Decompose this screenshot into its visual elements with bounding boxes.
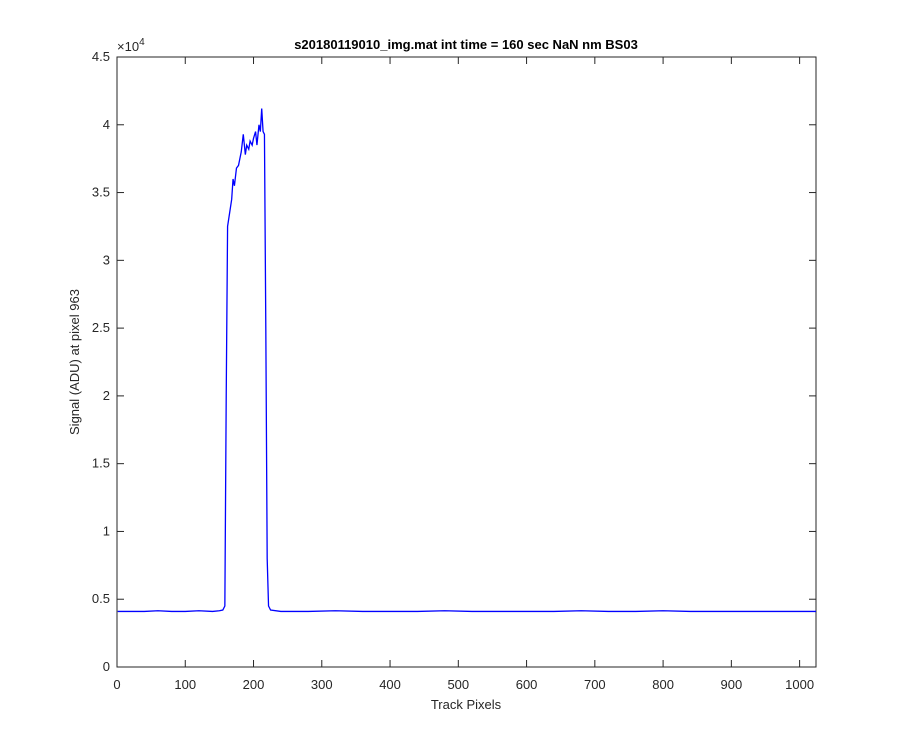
y-tick-label: 4 bbox=[103, 117, 110, 132]
y-axis-label: Signal (ADU) at pixel 963 bbox=[67, 289, 82, 435]
y-tick-label: 2.5 bbox=[92, 320, 110, 335]
x-tick-label: 300 bbox=[311, 677, 333, 692]
x-tick-label: 700 bbox=[584, 677, 606, 692]
x-tick-label: 600 bbox=[516, 677, 538, 692]
y-tick-label: 3 bbox=[103, 252, 110, 267]
y-tick-label: 3.5 bbox=[92, 185, 110, 200]
y-tick-label: 0 bbox=[103, 659, 110, 674]
y-tick-label: 4.5 bbox=[92, 49, 110, 64]
data-line bbox=[117, 108, 816, 613]
x-tick-label: 400 bbox=[379, 677, 401, 692]
x-axis-label: Track Pixels bbox=[431, 697, 502, 712]
x-tick-label: 100 bbox=[174, 677, 196, 692]
y-tick-label: 1.5 bbox=[92, 456, 110, 471]
y-multiplier-base: ×10 bbox=[117, 39, 139, 54]
y-multiplier-exponent: 4 bbox=[139, 37, 145, 48]
x-tick-label: 500 bbox=[447, 677, 469, 692]
x-tick-label: 200 bbox=[243, 677, 265, 692]
x-tick-label: 900 bbox=[721, 677, 743, 692]
x-tick-label: 800 bbox=[652, 677, 674, 692]
y-tick-label: 1 bbox=[103, 523, 110, 538]
x-tick-label: 0 bbox=[113, 677, 120, 692]
y-tick-label: 0.5 bbox=[92, 591, 110, 606]
x-tick-label: 1000 bbox=[785, 677, 814, 692]
plot-frame bbox=[116, 56, 817, 668]
chart-title: s20180119010_img.mat int time = 160 sec … bbox=[294, 37, 638, 52]
y-multiplier: ×104 bbox=[117, 37, 145, 54]
y-tick-label: 2 bbox=[103, 388, 110, 403]
